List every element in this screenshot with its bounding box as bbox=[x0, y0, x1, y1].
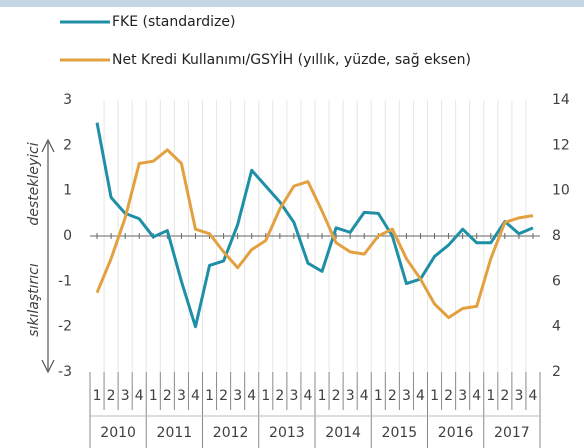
x-tick-label: 1 bbox=[149, 388, 158, 404]
x-tick-label: 4 bbox=[191, 388, 200, 404]
x-tick-label: 2 bbox=[163, 388, 172, 404]
x-tick-label: 2 bbox=[388, 388, 397, 404]
x-tick-label: 4 bbox=[529, 388, 538, 404]
legend-label: FKE (standardize) bbox=[112, 14, 235, 30]
x-tick-label: 4 bbox=[360, 388, 369, 404]
y-tick-label: 0 bbox=[63, 228, 72, 244]
y-tick-label: 2 bbox=[63, 137, 72, 153]
x-tick-label: 1 bbox=[318, 388, 327, 404]
group-label: 2017 bbox=[494, 425, 530, 441]
y-tick-label: 1 bbox=[63, 183, 72, 199]
x-tick-label: 2 bbox=[444, 388, 453, 404]
x-tick-label: 3 bbox=[514, 388, 523, 404]
x-tick-label: 4 bbox=[472, 388, 481, 404]
x-tick-label: 3 bbox=[233, 388, 242, 404]
y2-tick-label: 6 bbox=[552, 273, 561, 289]
y2-tick-label: 12 bbox=[552, 137, 570, 153]
x-tick-label: 1 bbox=[93, 388, 102, 404]
x-tick-label: 3 bbox=[289, 388, 298, 404]
annotation: destekleyici bbox=[26, 142, 42, 225]
series-line bbox=[95, 148, 534, 320]
y-tick-label: -3 bbox=[58, 364, 72, 380]
y2-tick-label: 14 bbox=[552, 92, 570, 108]
x-tick-label: 1 bbox=[261, 388, 270, 404]
group-label: 2015 bbox=[382, 425, 418, 441]
y2-tick-label: 10 bbox=[552, 183, 570, 199]
x-tick-label: 2 bbox=[219, 388, 228, 404]
series-line bbox=[95, 122, 534, 329]
y2-tick-label: 2 bbox=[552, 364, 561, 380]
legend-label: Net Kredi Kullanımı/GSYİH (yıllık, yüzde… bbox=[112, 50, 471, 68]
y2-tick-label: 4 bbox=[552, 319, 561, 335]
y-tick-label: -1 bbox=[58, 273, 72, 289]
x-tick-label: 4 bbox=[247, 388, 256, 404]
x-tick-label: 1 bbox=[374, 388, 383, 404]
x-tick-label: 3 bbox=[458, 388, 467, 404]
x-tick-label: 2 bbox=[275, 388, 284, 404]
top-band bbox=[0, 0, 584, 7]
x-tick-label: 3 bbox=[121, 388, 130, 404]
group-label: 2013 bbox=[269, 425, 305, 441]
x-tick-label: 4 bbox=[135, 388, 144, 404]
y2-tick-label: 8 bbox=[552, 228, 561, 244]
group-label: 2010 bbox=[100, 425, 136, 441]
x-tick-label: 1 bbox=[486, 388, 495, 404]
x-tick-label: 3 bbox=[346, 388, 355, 404]
x-tick-label: 4 bbox=[304, 388, 313, 404]
group-label: 2016 bbox=[438, 425, 474, 441]
group-label: 2012 bbox=[213, 425, 249, 441]
x-tick-label: 1 bbox=[205, 388, 214, 404]
y-tick-label: -2 bbox=[58, 319, 72, 335]
x-tick-label: 3 bbox=[177, 388, 186, 404]
x-tick-label: 2 bbox=[500, 388, 509, 404]
group-label: 2011 bbox=[157, 425, 193, 441]
x-tick-label: 2 bbox=[332, 388, 341, 404]
y-tick-label: 3 bbox=[63, 92, 72, 108]
annotation: sıkılaştırıcı bbox=[26, 263, 42, 337]
direction-arrows bbox=[41, 138, 55, 374]
x-tick-label: 3 bbox=[402, 388, 411, 404]
x-tick-label: 4 bbox=[416, 388, 425, 404]
x-tick-label: 2 bbox=[107, 388, 116, 404]
group-label: 2014 bbox=[325, 425, 361, 441]
x-tick-label: 1 bbox=[430, 388, 439, 404]
